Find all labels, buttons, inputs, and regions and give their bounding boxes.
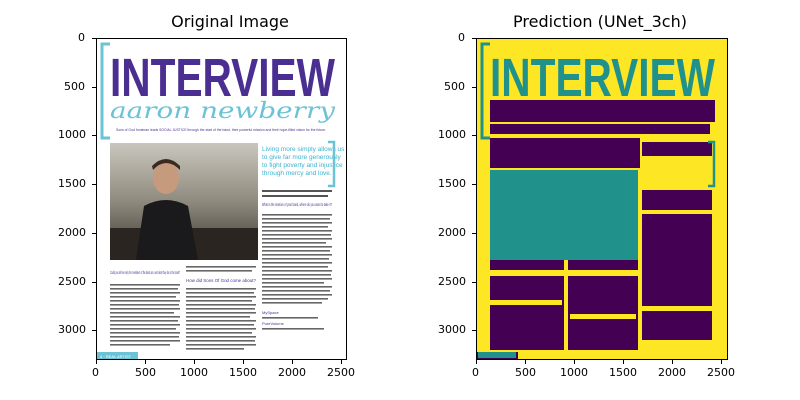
- question-origin: How did Sons Of God come about?: [186, 278, 257, 283]
- prediction-heading: INTERVIEW: [490, 48, 715, 108]
- body-text-col1: [110, 284, 180, 346]
- purevolume-label: PureVolume: [262, 321, 285, 326]
- question-mission: What is the mission of your band, where …: [262, 202, 332, 207]
- bracket-left-shape: [100, 42, 110, 140]
- footer-tab-label: 4 · REAL ARTIST: [100, 354, 132, 359]
- question-members: Could you tell me why the members of the…: [110, 270, 180, 275]
- photo-musician: [110, 143, 258, 260]
- prediction-segmentation-map: INTERVIEW: [476, 38, 728, 360]
- prediction-photo-region: [490, 170, 638, 260]
- svg-text:to fight poverty and injustice: to fight poverty and injustice: [262, 162, 343, 169]
- prediction-image-plot: INTERVIEW: [476, 38, 728, 360]
- interview-heading: INTERVIEW: [110, 48, 335, 108]
- body-text-right: [262, 214, 332, 304]
- artist-name-script: aaron newberry: [110, 99, 336, 124]
- body-text-col2b: [186, 288, 256, 350]
- pull-quote: Living more simply allows us to give far…: [262, 146, 345, 177]
- panel-title-prediction: Prediction (UNet_3ch): [513, 12, 687, 31]
- svg-text:through mercy and love.: through mercy and love.: [262, 170, 332, 177]
- myspace-label: MySpace: [262, 310, 279, 315]
- original-image-plot: INTERVIEW aaron newberry Sons of God fro…: [96, 38, 347, 360]
- body-text-col2: [186, 266, 256, 272]
- original-plot-frame: [96, 38, 347, 360]
- bracket-right-shape: [328, 140, 336, 188]
- intro-line: Sons of God frontman leads SOCIAL JUSTIC…: [116, 128, 326, 132]
- original-magazine-page: INTERVIEW aaron newberry Sons of God fro…: [96, 38, 347, 360]
- footer-tab: [96, 352, 138, 360]
- svg-text:to give far more generously: to give far more generously: [262, 154, 342, 161]
- svg-text:Living more simply allows us: Living more simply allows us: [262, 146, 345, 153]
- prediction-plot-frame: [476, 38, 728, 360]
- panel-title-original: Original Image: [171, 12, 289, 31]
- prediction-gaps: [490, 210, 712, 350]
